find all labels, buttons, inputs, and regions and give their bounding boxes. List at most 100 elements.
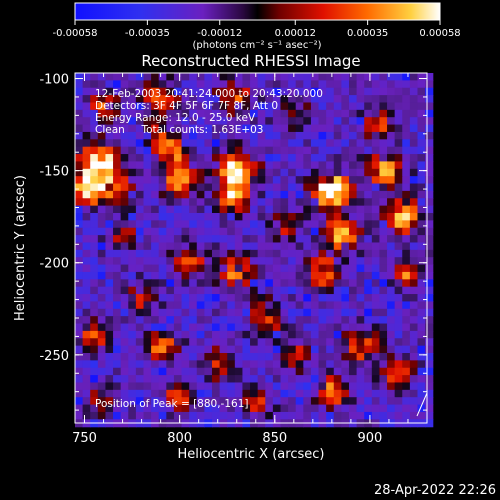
heatmap-cell [387, 161, 396, 170]
heatmap-cell [113, 117, 122, 126]
heatmap-cell [234, 264, 244, 273]
heatmap-cell [227, 360, 236, 369]
heatmap-cell [318, 301, 327, 310]
heatmap-cell [303, 80, 312, 89]
heatmap-cell [105, 316, 114, 325]
heatmap-cell [425, 95, 434, 104]
heatmap-cell [242, 375, 251, 384]
heatmap-cell [113, 87, 122, 96]
heatmap-cell [90, 139, 99, 148]
heatmap-cell [234, 146, 244, 155]
heatmap-cell [166, 353, 175, 361]
heatmap-cell [128, 139, 137, 148]
heatmap-cell [394, 139, 403, 148]
heatmap-cell [227, 301, 236, 310]
heatmap-cell [356, 411, 365, 420]
heatmap-cell [90, 338, 99, 347]
heatmap-cell [189, 257, 198, 266]
heatmap-cell [272, 161, 282, 170]
heatmap-cell [257, 183, 266, 192]
heatmap-cell [166, 109, 175, 118]
heatmap-cell [82, 294, 91, 303]
heatmap-cell [120, 316, 129, 325]
heatmap-cell [303, 146, 312, 155]
heatmap-cell [113, 360, 122, 369]
heatmap-cell [113, 397, 122, 406]
heatmap-cell [219, 146, 228, 155]
heatmap-cell [417, 190, 426, 199]
heatmap-cell [158, 301, 167, 310]
heatmap-cell [75, 264, 84, 273]
heatmap-cell [348, 411, 358, 420]
heatmap-cell [173, 102, 183, 111]
heatmap-cell [310, 176, 320, 185]
heatmap-cell [272, 205, 282, 214]
heatmap-cell [181, 279, 190, 288]
heatmap-cell [113, 279, 122, 288]
heatmap-cell [143, 353, 152, 361]
heatmap-cell [394, 249, 403, 258]
heatmap-cell [272, 139, 282, 148]
heatmap-cell [135, 183, 145, 192]
heatmap-cell [326, 375, 335, 384]
heatmap-cell [219, 190, 228, 199]
heatmap-cell [75, 294, 84, 303]
heatmap-cell [113, 124, 122, 133]
heatmap-cell [166, 131, 175, 140]
heatmap-cell [90, 397, 99, 406]
heatmap-cell [394, 279, 403, 288]
heatmap-cell [173, 109, 183, 118]
heatmap-cell [196, 213, 205, 221]
heatmap-cell [219, 109, 228, 118]
heatmap-cell [310, 330, 320, 339]
heatmap-cell [402, 345, 411, 354]
colorbar-tick-label: 0.00035 [347, 28, 388, 39]
heatmap-cell [75, 73, 84, 81]
heatmap-cell [90, 131, 99, 140]
heatmap-cell [265, 360, 274, 369]
heatmap-cell [211, 316, 221, 325]
heatmap-cell [189, 80, 198, 89]
heatmap-cell [173, 87, 183, 96]
heatmap-cell [189, 139, 198, 148]
heatmap-cell [158, 109, 167, 118]
heatmap-cell [409, 154, 419, 163]
heatmap-cell [196, 330, 205, 339]
heatmap-cell [135, 345, 145, 354]
heatmap-cell [280, 220, 289, 229]
heatmap-cell [189, 323, 198, 332]
heatmap-cell [364, 131, 373, 140]
heatmap-cell [166, 382, 175, 391]
x-tick-label: 750 [72, 431, 97, 446]
heatmap-cell [364, 183, 373, 192]
heatmap-cell [341, 213, 350, 221]
heatmap-cell [135, 301, 145, 310]
heatmap-cell [348, 235, 358, 244]
heatmap-cell [295, 301, 304, 310]
heatmap-cell [272, 73, 282, 81]
heatmap-cell [97, 308, 107, 317]
heatmap-cell [409, 375, 419, 384]
heatmap-cell [318, 161, 327, 170]
heatmap-cell [280, 338, 289, 347]
heatmap-cell [303, 176, 312, 185]
heatmap-cell [288, 109, 297, 118]
heatmap-cell [181, 220, 190, 229]
heatmap-cell [303, 308, 312, 317]
heatmap-cell [75, 213, 84, 221]
heatmap-cell [417, 131, 426, 140]
heatmap-cell [417, 109, 426, 118]
heatmap-cell [97, 124, 107, 133]
heatmap-cell [189, 411, 198, 420]
heatmap-cell [120, 139, 129, 148]
heatmap-cell [257, 338, 266, 347]
heatmap-cell [394, 286, 403, 295]
heatmap-cell [425, 213, 434, 221]
heatmap-cell [97, 139, 107, 148]
heatmap-cell [242, 404, 251, 413]
heatmap-cell [196, 227, 205, 236]
heatmap-cell [318, 411, 327, 420]
heatmap-cell [257, 73, 266, 81]
heatmap-cell [219, 345, 228, 354]
heatmap-cell [333, 146, 342, 155]
